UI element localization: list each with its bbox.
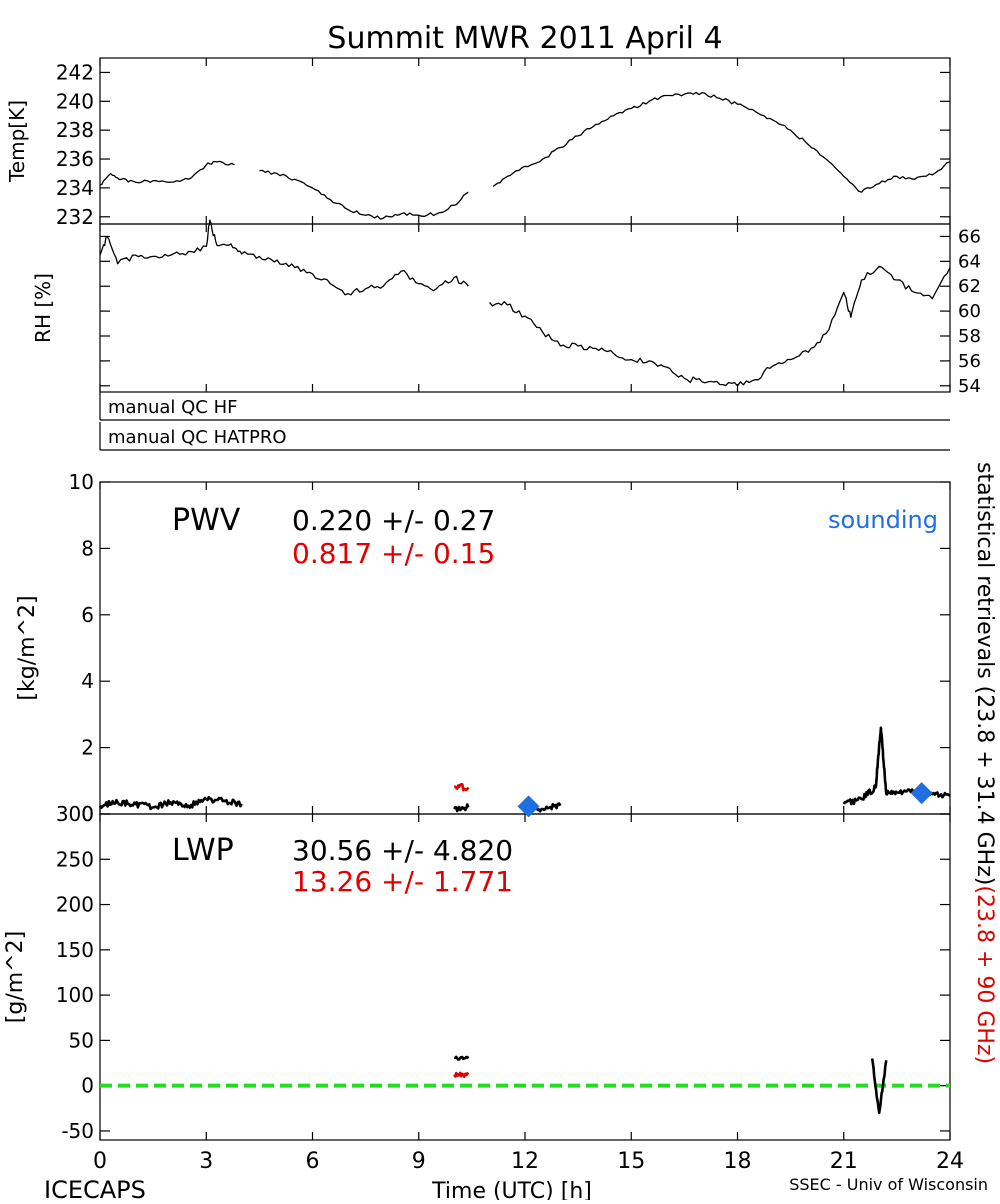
lwp-xtick-label: 0: [93, 1149, 107, 1174]
lwp-ytick-label: 300: [56, 802, 94, 826]
lwp-xtick-label: 12: [511, 1149, 539, 1174]
lwp-ytick-label: 100: [56, 983, 94, 1007]
footer-left: ICECAPS: [44, 1176, 146, 1200]
pwv-ytick-label: 6: [81, 603, 94, 627]
pwv-label: PWV: [172, 503, 241, 538]
pwv-series-line: [842, 726, 951, 806]
temp-ytick-label: 234: [56, 176, 94, 200]
pwv-series-line: [453, 783, 470, 792]
temp-ytick-label: 232: [56, 205, 94, 229]
footer-center: Time (UTC) [h]: [431, 1179, 592, 1200]
lwp-xtick-label: 6: [306, 1149, 320, 1174]
lwp-xtick-label: 18: [724, 1149, 752, 1174]
rh-ytick-label: 62: [958, 276, 981, 297]
chart-title: Summit MWR 2011 April 4: [327, 21, 722, 56]
lwp-xtick-label: 3: [199, 1149, 213, 1174]
lwp-series-line: [453, 1071, 470, 1078]
sounding-label: sounding: [828, 506, 938, 534]
lwp-ytick-label: 0: [81, 1074, 94, 1098]
rh-series-line: [489, 265, 951, 387]
rh-ytick-label: 54: [958, 376, 981, 397]
right-label-red: (23.8 + 90 GHz): [972, 885, 997, 1064]
pwv-ytick-label: 8: [81, 536, 94, 560]
lwp-xtick-label: 9: [412, 1149, 426, 1174]
pwv-red-value: 0.817 +/- 0.15: [292, 537, 495, 570]
rh-ytick-label: 66: [958, 226, 981, 247]
lwp-black-value: 30.56 +/- 4.820: [292, 834, 513, 867]
lwp-xtick-label: 21: [830, 1149, 858, 1174]
rh-ytick-label: 56: [958, 351, 981, 372]
lwp-red-value: 13.26 +/- 1.771: [292, 865, 513, 898]
temp-panel-frame: [99, 57, 951, 225]
right-label-black: statistical retrievals (23.8 + 31.4 GHz): [972, 462, 997, 885]
lwp-xtick-label: 15: [617, 1149, 645, 1174]
pwv-series-line: [453, 803, 470, 813]
lwp-ytick-label: 50: [69, 1028, 94, 1052]
rh-ylabel: RH [%]: [31, 273, 55, 343]
lwp-ylabel: [g/m^2]: [3, 931, 28, 1023]
footer-right: SSEC - Univ of Wisconsin: [789, 1175, 988, 1194]
pwv-ytick-label: 0: [81, 802, 94, 826]
temp-series-line: [259, 169, 469, 220]
rh-ytick-label: 64: [958, 251, 981, 272]
right-vertical-label: statistical retrievals (23.8 + 31.4 GHz)…: [972, 462, 997, 1064]
rh-panel-frame: [99, 223, 951, 393]
pwv-black-value: 0.220 +/- 0.27: [292, 504, 495, 537]
temp-series-line: [99, 160, 235, 186]
pwv-ytick-label: 2: [81, 736, 94, 760]
temp-ylabel: Temp[K]: [5, 100, 29, 183]
pwv-sounding-marker: [517, 795, 540, 818]
temp-series-line: [492, 91, 951, 193]
pwv-ylabel: [kg/m^2]: [15, 595, 40, 700]
lwp-label: LWP: [172, 833, 234, 868]
lwp-ytick-label: -50: [61, 1119, 94, 1143]
lwp-ytick-label: 150: [56, 938, 94, 962]
rh-ytick-label: 60: [958, 301, 981, 322]
lwp-ytick-label: 200: [56, 893, 94, 917]
chart-marks: 232234236238240242545658606264660246810-…: [56, 58, 981, 1174]
qc-hf-label: manual QC HF: [108, 397, 237, 418]
lwp-series-line: [453, 1055, 470, 1061]
pwv-ytick-label: 10: [69, 470, 94, 494]
lwp-series-line: [870, 1058, 888, 1115]
pwv-series-line: [98, 795, 243, 811]
temp-ytick-label: 242: [56, 60, 94, 84]
temp-ytick-label: 238: [56, 118, 94, 142]
pwv-sounding-marker: [910, 782, 933, 805]
qc-hatpro-label: manual QC HATPRO: [108, 427, 287, 448]
pwv-ytick-label: 4: [81, 669, 94, 693]
lwp-ytick-label: 250: [56, 847, 94, 871]
rh-series-line: [99, 219, 469, 296]
rh-ytick-label: 58: [958, 326, 981, 347]
temp-ytick-label: 240: [56, 89, 94, 113]
lwp-xtick-label: 24: [936, 1149, 964, 1174]
temp-ytick-label: 236: [56, 147, 94, 171]
